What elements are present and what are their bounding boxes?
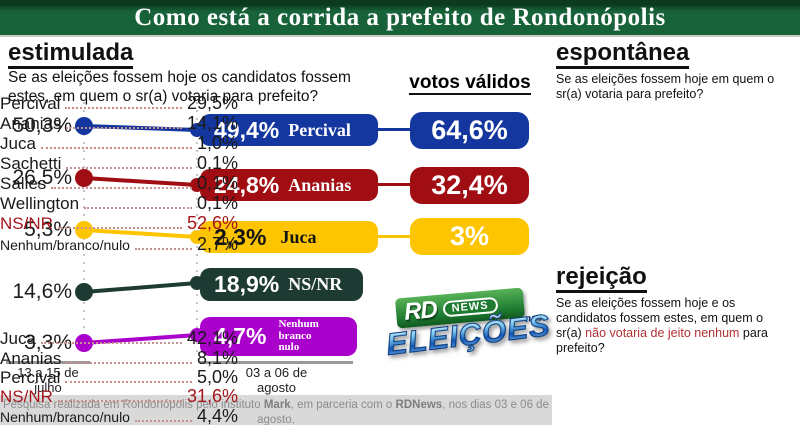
pill-percival: 49,4% Percival: [200, 114, 378, 146]
dotted-leader: [134, 248, 192, 250]
dotted-leader: [40, 342, 182, 344]
link-ananias: [378, 183, 410, 186]
trend-line-ananias: [83, 176, 198, 187]
rejeicao-row-juca: Juca 42,1%: [0, 328, 238, 348]
pill-ananias: 24,8% Ananias: [200, 169, 378, 201]
votos-validos-heading: votos válidos: [409, 72, 531, 95]
dot-percival-july: [75, 117, 93, 135]
espontanea-row-wellington: Wellington 0,1%: [0, 193, 238, 213]
trend-chart-canvas: [75, 102, 204, 356]
axis-label-july: 13 a 15 de julho: [17, 365, 79, 395]
footer-line1: Pesquisa realizada em Rondonópolis pelo …: [3, 399, 549, 425]
link-juca: [378, 235, 410, 238]
july-value-nsnr: 14,6%: [12, 280, 72, 303]
votos-juca: 3%: [410, 218, 529, 255]
rejeicao-heading: rejeição: [556, 264, 647, 294]
rdnews-eleicoes-logo: RD NEWS nas ELEIÇÕES: [384, 287, 553, 367]
espontanea-row-nenhum: Nenhum/branco/nulo 2,7%: [0, 234, 238, 254]
pill-nenhum-label: Nenhum branco nulo: [278, 318, 319, 354]
trend-line-juca: [83, 228, 198, 239]
july-value-ananias: 26,5%: [12, 166, 72, 189]
rejeicao-question: Se as eleições fossem hoje e os candidat…: [556, 296, 768, 356]
dotted-leader: [57, 227, 182, 229]
estimulada-heading: estimulada: [8, 40, 134, 70]
dotted-leader: [57, 400, 182, 402]
axis-label-august: 03 a 06 de agosto: [245, 365, 308, 395]
espontanea-question: Se as eleições fossem hoje em quem o sr(…: [556, 72, 775, 102]
votos-percival: 64,6%: [410, 112, 529, 149]
dotted-leader: [134, 420, 192, 422]
footer-disclaimer: Pesquisa realizada em Rondonópolis pelo …: [0, 395, 552, 425]
votos-ananias: 32,4%: [410, 167, 529, 204]
dot-ananias-july: [75, 169, 93, 187]
dotted-leader: [65, 381, 192, 383]
trend-line-nsnr: [83, 281, 198, 294]
trend-line-nenhum: [83, 333, 198, 345]
espontanea-heading: espontânea: [556, 40, 690, 70]
estimulada-question: Se as eleições fossem hoje os candidatos…: [8, 69, 351, 105]
axis-line-august: [200, 361, 353, 364]
espontanea-section: espontânea Se as eleições fossem hoje em…: [556, 40, 794, 102]
dotted-leader: [66, 167, 192, 169]
espontanea-row-ananias: Ananias 14,1%: [0, 113, 238, 133]
dotted-leader: [51, 187, 192, 189]
espontanea-row-sachetti: Sachetti 0,1%: [0, 153, 238, 173]
rejeicao-row-nsnr: NS/NR 31,6%: [0, 386, 238, 406]
july-value-percival: 50,3%: [12, 114, 72, 137]
rejeicao-section: rejeição Se as eleições fossem hoje e os…: [556, 264, 794, 356]
rejeicao-row-nenhum: Nenhum/branco/nulo 4,4%: [0, 406, 238, 425]
title-banner: Como está a corrida a prefeito de Rondon…: [0, 0, 800, 37]
july-value-juca: 5,3%: [24, 218, 72, 241]
espontanea-row-salles: Salles 0,1%: [0, 173, 238, 193]
pill-nsnr: 18,9% NS/NR: [200, 268, 363, 301]
axis-line-july: [6, 361, 90, 364]
espontanea-row-juca: Juca 1,0%: [0, 133, 238, 153]
espontanea-row-percival: Percival 29,5%: [0, 93, 238, 113]
dotted-leader: [84, 207, 192, 209]
dot-juca-july: [75, 221, 93, 239]
pill-juca: 2,3% Juca: [200, 221, 378, 253]
dot-nsnr-july: [75, 283, 93, 301]
link-percival: [378, 128, 410, 131]
page-title: Como está a corrida a prefeito de Rondon…: [134, 3, 666, 31]
dotted-leader: [65, 107, 182, 109]
dotted-leader: [40, 147, 192, 149]
pill-nenhum: 4,7% Nenhum branco nulo: [200, 317, 357, 356]
rejeicao-row-percival: Percival 5,0%: [0, 367, 238, 387]
rejeicao-row-ananias: Ananias 8,1%: [0, 348, 238, 368]
dotted-leader: [66, 362, 192, 364]
dotted-leader: [66, 127, 182, 129]
espontanea-row-nsnr: NS/NR 52,6%: [0, 213, 238, 233]
